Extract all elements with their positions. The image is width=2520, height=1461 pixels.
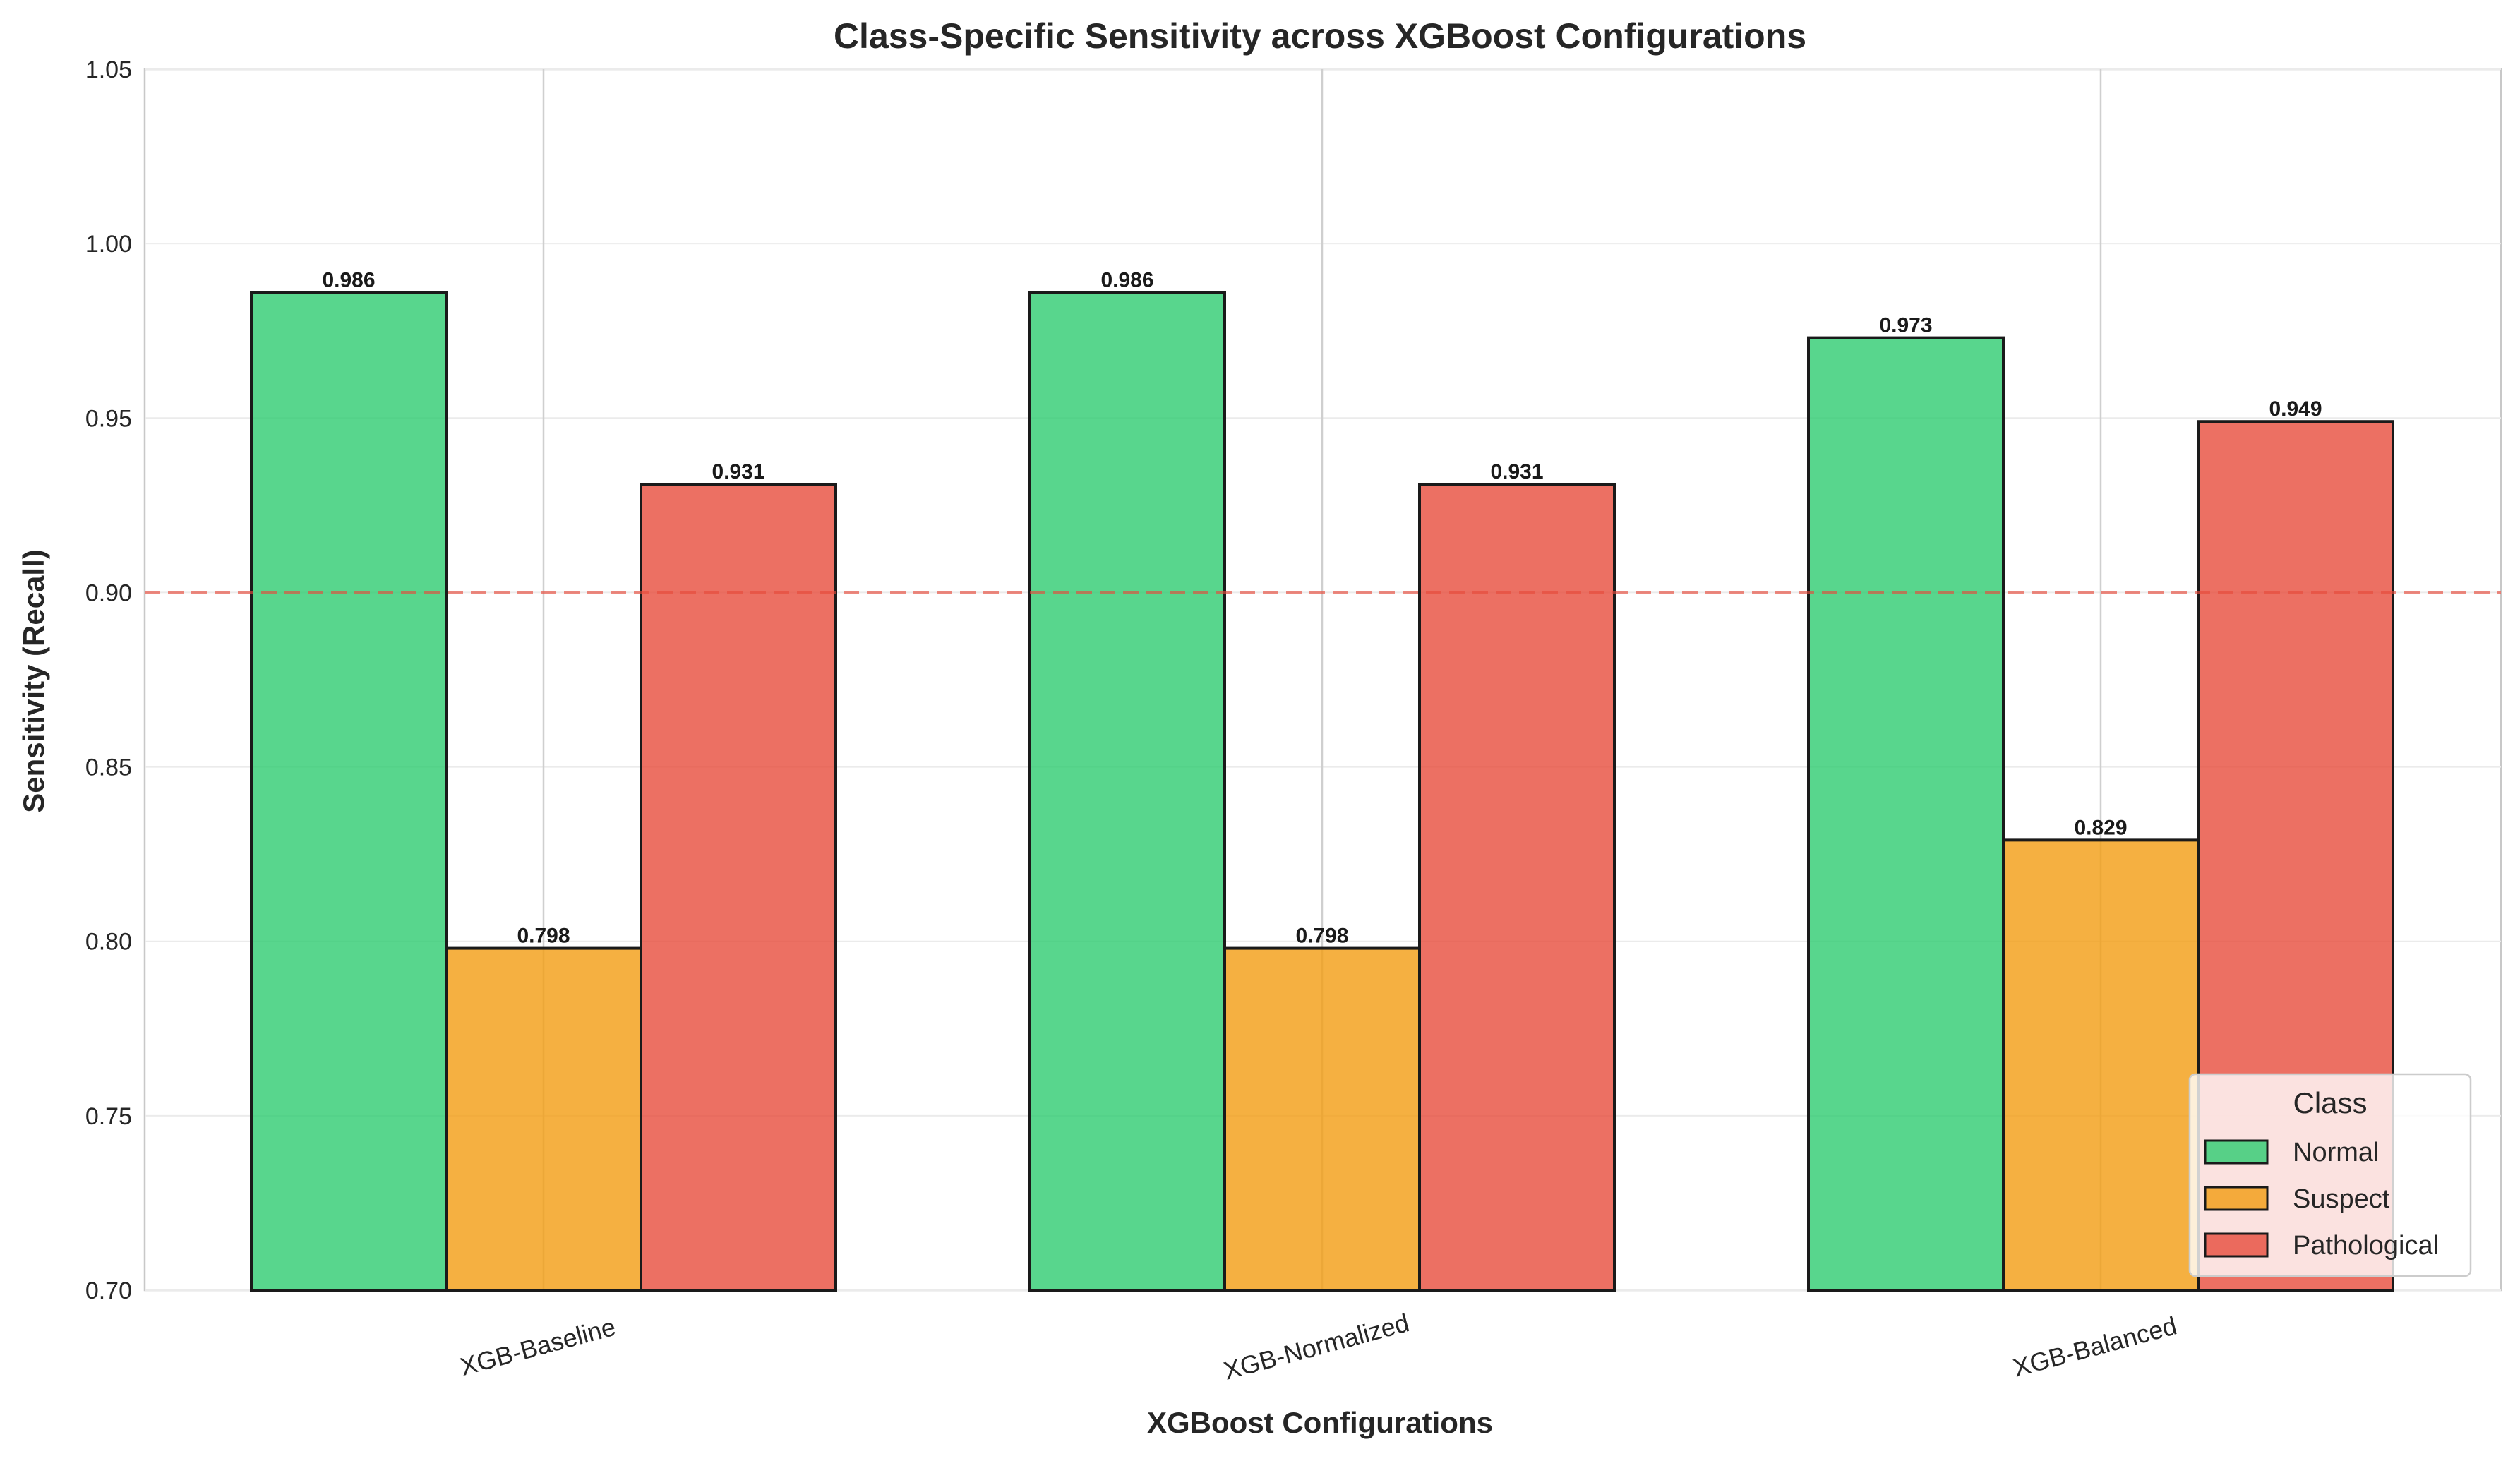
bar-suspect (445, 946, 642, 1292)
bar-normal (1807, 336, 2005, 1292)
x-axis-ticks: XGB-Baseline XGB-Normalized XGB-Balanced (457, 1308, 2180, 1385)
y-axis-ticks: 0.70 0.75 0.80 0.85 0.90 0.95 1.00 1.05 (85, 56, 132, 1304)
bar-value-label: 0.829 (2074, 816, 2127, 839)
legend-label-pathological: Pathological (2293, 1231, 2439, 1261)
x-tick-label: XGB-Normalized (1220, 1308, 1412, 1385)
x-axis-label: XGBoost Configurations (1147, 1406, 1493, 1439)
chart-title: Class-Specific Sensitivity across XGBoos… (834, 16, 1806, 56)
y-tick-label: 0.70 (85, 1277, 132, 1304)
bar-suspect (1223, 946, 1421, 1292)
y-tick-label: 1.05 (85, 56, 132, 83)
bar-normal (250, 291, 448, 1292)
legend: Class Normal Suspect Pathological (2188, 1073, 2472, 1277)
y-tick-label: 0.75 (85, 1103, 132, 1130)
legend-box (2188, 1073, 2472, 1277)
x-tick-label: XGB-Balanced (2010, 1311, 2180, 1382)
y-axis-label: Sensitivity (Recall) (17, 549, 50, 812)
bars (250, 291, 2394, 1292)
y-tick-label: 0.95 (85, 405, 132, 432)
y-tick-label: 0.90 (85, 579, 132, 606)
bar-value-label: 0.973 (1879, 314, 1932, 337)
legend-swatch-suspect (2204, 1186, 2269, 1211)
legend-title: Class (2293, 1086, 2367, 1119)
bar-labels: 0.986 0.798 0.931 0.986 0.798 0.931 0.973 0.829… (322, 268, 2322, 947)
y-tick-label: 0.80 (85, 929, 132, 956)
legend-swatch-pathological (2204, 1232, 2269, 1258)
bar-value-label: 0.986 (1100, 268, 1153, 291)
bar-value-label: 0.931 (712, 460, 764, 483)
x-tick-label: XGB-Baseline (457, 1312, 618, 1381)
bar-value-label: 0.798 (1295, 925, 1348, 948)
legend-label-normal: Normal (2293, 1138, 2379, 1167)
bar-pathological (640, 483, 837, 1292)
y-tick-label: 1.00 (85, 231, 132, 258)
bar-value-label: 0.986 (322, 268, 375, 291)
legend-swatch-normal (2204, 1139, 2269, 1165)
bar-suspect (2002, 838, 2200, 1292)
bar-value-label: 0.931 (1490, 460, 1543, 483)
bar-normal (1028, 291, 1226, 1292)
bar-pathological (1418, 483, 1616, 1292)
legend-label-suspect: Suspect (2293, 1184, 2390, 1214)
bar-value-label: 0.798 (517, 925, 570, 948)
y-tick-label: 0.85 (85, 754, 132, 781)
bar-value-label: 0.949 (2269, 397, 2322, 421)
